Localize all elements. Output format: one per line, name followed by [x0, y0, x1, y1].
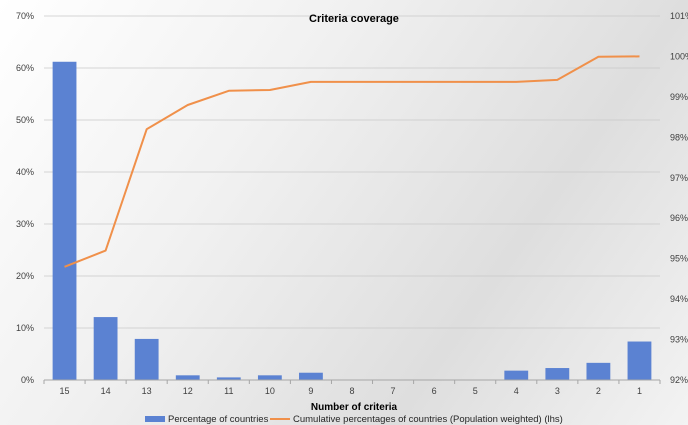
y2-tick-label: 93% — [670, 335, 688, 345]
x-tick-label: 2 — [596, 386, 601, 396]
y-tick-label: 20% — [16, 271, 34, 281]
x-tick-label: 3 — [555, 386, 560, 396]
y2-tick-label: 98% — [670, 132, 688, 142]
x-tick-label: 10 — [265, 386, 275, 396]
cumulative-line — [64, 55, 640, 268]
left-axis: 0% 10% 20% 30% 40% 50% 60% 70% — [16, 11, 34, 385]
y-tick-label: 0% — [21, 375, 34, 385]
y2-tick-label: 101% — [670, 11, 688, 21]
y2-tick-label: 99% — [670, 92, 688, 102]
y2-tick-label: 92% — [670, 375, 688, 385]
x-tick-label: 12 — [183, 386, 193, 396]
y-tick-label: 60% — [16, 63, 34, 73]
line-series — [64, 55, 640, 268]
y2-tick-label: 100% — [670, 51, 688, 61]
bar-series — [52, 61, 652, 380]
right-axis: 92% 93% 94% 95% 96% 97% 98% 99% 100% 101% — [670, 11, 688, 385]
bar — [257, 375, 282, 380]
legend: Percentage of countries Cumulative perce… — [145, 414, 563, 425]
legend-label-line: Cumulative percentages of countries (Pop… — [293, 414, 563, 425]
legend-item-bar: Percentage of countries — [145, 414, 269, 425]
x-tick-label: 14 — [101, 386, 111, 396]
bar — [299, 372, 323, 380]
x-axis-title: Number of criteria — [311, 402, 398, 413]
bar — [504, 370, 529, 380]
bar — [175, 375, 200, 380]
y2-tick-label: 94% — [670, 294, 688, 304]
bar — [216, 377, 241, 380]
x-tick-label: 9 — [308, 386, 313, 396]
y2-tick-label: 96% — [670, 213, 688, 223]
y-tick-label: 10% — [16, 323, 34, 333]
x-tick-label: 1 — [637, 386, 642, 396]
x-tick-label: 8 — [349, 386, 354, 396]
x-tick-label: 13 — [142, 386, 152, 396]
bar — [52, 61, 77, 380]
grid-lines — [44, 15, 660, 381]
x-tick-label: 5 — [473, 386, 478, 396]
x-tick-label: 4 — [514, 386, 519, 396]
bar — [627, 341, 652, 380]
y-tick-label: 70% — [16, 11, 34, 21]
bar — [545, 368, 570, 380]
y-tick-label: 50% — [16, 115, 34, 125]
y2-tick-label: 95% — [670, 254, 688, 264]
chart-title: Criteria coverage — [309, 13, 399, 25]
legend-label-bar: Percentage of countries — [168, 414, 269, 425]
x-tick-label: 15 — [60, 386, 70, 396]
y-tick-label: 30% — [16, 219, 34, 229]
x-tick-label: 6 — [432, 386, 437, 396]
x-tick-label: 7 — [391, 386, 396, 396]
y-tick-label: 40% — [16, 167, 34, 177]
x-tick-label: 11 — [224, 386, 233, 396]
x-axis: 15 14 13 12 11 10 9 8 7 6 5 4 3 2 1 — [43, 379, 661, 396]
bar — [586, 362, 611, 380]
legend-item-line: Cumulative percentages of countries (Pop… — [270, 414, 563, 425]
bar — [134, 338, 159, 380]
bar — [93, 317, 118, 380]
legend-swatch-bar — [145, 416, 165, 422]
y2-tick-label: 97% — [670, 173, 688, 183]
